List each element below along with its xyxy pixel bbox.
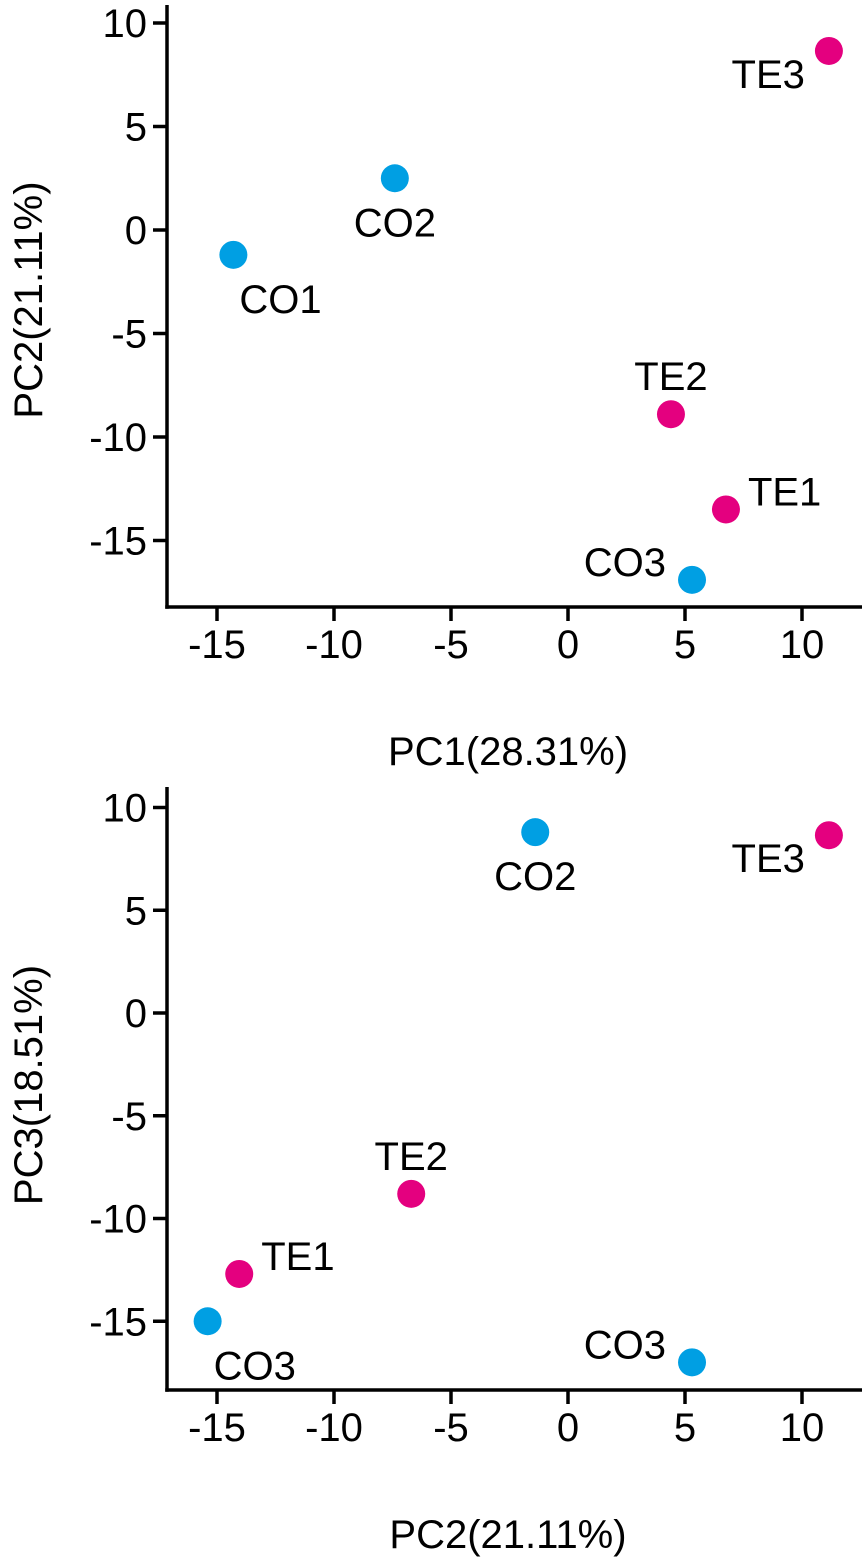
x-tick-label: -5: [433, 1406, 469, 1450]
x-tick-label: 0: [557, 1406, 579, 1450]
data-point-co2: [521, 818, 550, 847]
data-point-co3: [193, 1307, 222, 1336]
point-label-co1: CO1: [239, 278, 321, 322]
data-point-co2: [380, 164, 409, 193]
y-tick-label: 10: [103, 2, 148, 46]
y-tick-label: 5: [125, 889, 147, 933]
pca-plot-pc1-pc2: 10 5 0 -5 -10 -15 -15 -10 -5 0 5 10 PC1(28.31%) PC2(2…: [7, 2, 862, 774]
point-label-te1: TE1: [748, 470, 821, 514]
y-tick-label: -5: [111, 1095, 147, 1139]
data-point-co3: [678, 565, 707, 594]
point-label-co3: CO3: [584, 541, 666, 585]
data-point-te2: [656, 400, 685, 429]
data-point-te1: [711, 495, 740, 524]
y-tick-label: 0: [125, 992, 147, 1036]
point-label-co2: CO2: [354, 201, 436, 245]
point-label-te2: TE2: [634, 355, 707, 399]
data-point-co1: [219, 240, 248, 269]
x-tick-label: -10: [305, 623, 363, 667]
y-axis-title: PC2(21.11%): [7, 181, 51, 418]
point-label-te1: TE1: [261, 1235, 334, 1279]
x-tick-label: -15: [188, 623, 246, 667]
x-tick-label: 5: [674, 623, 696, 667]
y-tick-label: -10: [89, 1198, 147, 1242]
x-tick-label: -5: [433, 623, 469, 667]
x-tick-label: -15: [188, 1406, 246, 1450]
data-point-te3: [814, 821, 843, 850]
point-label-co2: CO2: [494, 855, 576, 899]
point-label-co3: CO3: [214, 1344, 296, 1388]
y-tick-label: 0: [125, 209, 147, 253]
x-tick-label: 10: [780, 623, 825, 667]
point-label-te2: TE2: [375, 1135, 448, 1179]
y-tick-label: -10: [89, 416, 147, 460]
data-point-te3: [814, 36, 843, 65]
x-tick-label: 5: [674, 1406, 696, 1450]
data-point-co3: [678, 1348, 707, 1377]
point-label-co3: CO3: [584, 1323, 666, 1367]
y-tick-label: -15: [89, 520, 147, 564]
x-axis-title: PC2(21.11%): [389, 1513, 626, 1557]
x-axis-title: PC1(28.31%): [388, 730, 628, 774]
y-tick-label: -15: [89, 1300, 147, 1344]
y-tick-label: 10: [103, 787, 148, 831]
y-axis-title: PC3(18.51%): [7, 965, 51, 1205]
x-tick-label: 10: [780, 1406, 825, 1450]
point-label-te3: TE3: [732, 837, 805, 881]
pca-plot-pc2-pc3: 10 5 0 -5 -10 -15 -15 -10 -5 0 5 10 PC2(21.11%) PC3(1…: [7, 787, 862, 1557]
x-tick-label: 0: [557, 623, 579, 667]
x-tick-label: -10: [305, 1406, 363, 1450]
data-point-te2: [397, 1179, 426, 1208]
y-tick-label: -5: [111, 313, 147, 357]
point-label-te3: TE3: [732, 53, 805, 97]
y-tick-label: 5: [125, 106, 147, 150]
data-point-te1: [225, 1259, 254, 1288]
